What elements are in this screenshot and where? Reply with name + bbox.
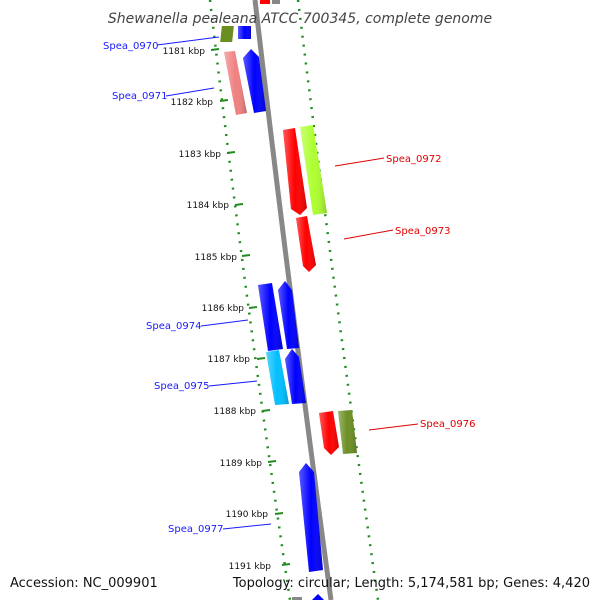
accession-text: Accession: NC_009901 <box>10 576 158 591</box>
gene-spea_0977-glyph[interactable] <box>299 463 323 572</box>
tick-label: 1189 kbp <box>220 459 263 469</box>
tick-label: 1184 kbp <box>187 201 230 211</box>
gene-spea_0970-glyph[interactable] <box>220 26 251 42</box>
tick-label: 1182 kbp <box>171 98 214 108</box>
genome-summary-text: Topology: circular; Length: 5,174,581 bp… <box>232 576 590 591</box>
gene-spea_0973-glyph[interactable] <box>296 216 316 272</box>
map-title: Shewanella pealeana ATCC 700345, complet… <box>108 11 492 27</box>
tick-label: 1187 kbp <box>208 355 251 365</box>
tick-label: 1191 kbp <box>229 562 272 572</box>
tick-label: 1183 kbp <box>179 150 222 160</box>
tick-label: 1190 kbp <box>226 510 269 520</box>
tick-label: 1188 kbp <box>214 407 257 417</box>
gene-label-spea-0975[interactable]: Spea_0975 <box>154 381 209 392</box>
gene-spea_0971-glyph[interactable] <box>224 49 266 115</box>
tick-label: 1186 kbp <box>202 304 245 314</box>
gene-leader-lines <box>156 36 419 530</box>
gene-spea_0976-glyph[interactable] <box>319 410 357 455</box>
gene-label-spea-0974[interactable]: Spea_0974 <box>146 321 201 332</box>
gene-spea_0975-glyph[interactable] <box>266 349 306 405</box>
tick-label: 1185 kbp <box>195 253 238 263</box>
gene-label-spea-0970[interactable]: Spea_0970 <box>103 41 158 52</box>
gene-label-spea-0977[interactable]: Spea_0977 <box>168 524 223 535</box>
gene-label-spea-0976[interactable]: Spea_0976 <box>420 419 475 430</box>
gene-spea_0974-glyph[interactable] <box>258 281 299 351</box>
tick-label: 1181 kbp <box>163 47 206 57</box>
gene-label-spea-0973[interactable]: Spea_0973 <box>395 226 450 237</box>
gene-partial-bottom[interactable] <box>292 594 324 600</box>
scale-ticks <box>210 48 291 566</box>
gene-spea_0972-glyph[interactable] <box>283 125 327 215</box>
gene-label-spea-0971[interactable]: Spea_0971 <box>112 91 167 102</box>
gene-label-spea-0972[interactable]: Spea_0972 <box>386 154 441 165</box>
gene-partial-top[interactable] <box>260 0 280 4</box>
